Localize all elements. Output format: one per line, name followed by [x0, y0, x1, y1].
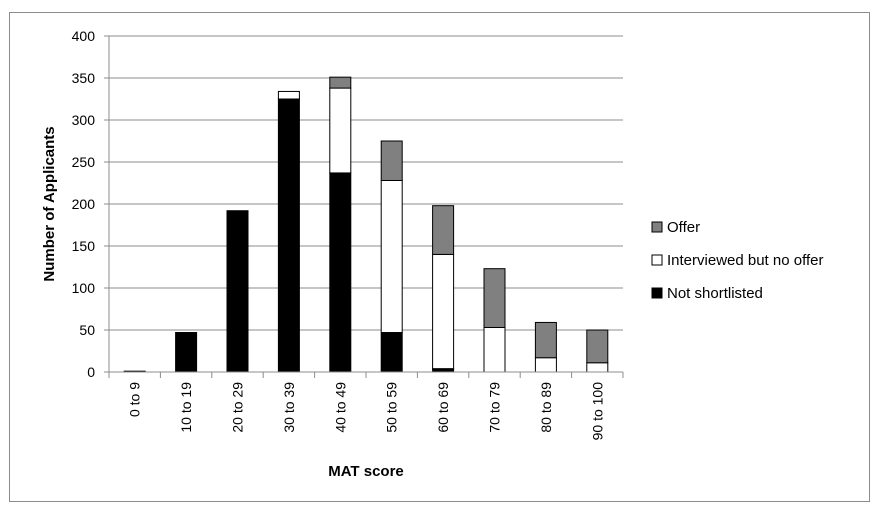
x-tick-label: 60 to 69 — [435, 382, 451, 433]
bar-segment-not-shortlisted — [175, 332, 198, 373]
y-tick-label: 250 — [72, 154, 96, 170]
bar-segment-interviewed-but-no-offer — [586, 362, 609, 373]
bar-segment-offer — [534, 321, 557, 359]
bar-segment-offer — [380, 140, 403, 181]
y-tick-label: 200 — [72, 196, 96, 212]
y-tick-label: 300 — [72, 112, 96, 128]
bar-segment-offer — [483, 268, 506, 328]
x-tick-label: 20 to 29 — [230, 382, 246, 433]
bar-segment-not-shortlisted — [329, 172, 352, 373]
bar-segment-interviewed-but-no-offer — [329, 87, 352, 174]
x-tick-labels: 0 to 9 10 to 19 20 to 29 30 to 39 40 to 49 50… — [127, 382, 606, 441]
bar-segment-interviewed-but-no-offer — [534, 357, 557, 373]
x-tick-label: 0 to 9 — [127, 382, 143, 417]
y-axis-title: Number of Applicants — [41, 126, 58, 281]
y-tick-label: 150 — [72, 238, 96, 254]
legend: Offer Interviewed but no offer Not shortli… — [651, 219, 824, 302]
bar-segment-offer — [329, 76, 352, 89]
legend-swatch — [651, 287, 663, 299]
x-tick-label: 70 to 79 — [487, 382, 503, 433]
y-tick-label: 0 — [87, 364, 95, 380]
y-tick-label: 350 — [72, 70, 96, 86]
x-tick-label: 30 to 39 — [281, 382, 297, 433]
legend-label: Interviewed but no offer — [667, 252, 824, 269]
bar-segment-interviewed-but-no-offer — [432, 253, 455, 370]
bars — [123, 76, 609, 373]
y-tick-labels: 0 50 100 150 200 250 300 350 400 — [72, 28, 96, 380]
bar-segment-not-shortlisted — [226, 210, 249, 373]
y-tick-label: 100 — [72, 280, 96, 296]
legend-swatch — [651, 254, 663, 266]
x-axis-title: MAT score — [328, 463, 404, 480]
bar-segment-not-shortlisted — [277, 98, 300, 373]
bar-segment-offer — [432, 205, 455, 255]
legend-label: Not shortlisted — [667, 285, 763, 302]
bar-segment-interviewed-but-no-offer — [277, 90, 300, 100]
x-tick-label: 40 to 49 — [332, 382, 348, 433]
bar-segment-offer — [586, 329, 609, 364]
bar-segment-interviewed-but-no-offer — [483, 326, 506, 373]
x-tick-label: 10 to 19 — [178, 382, 194, 433]
axes — [104, 35, 624, 378]
y-tick-label: 50 — [79, 322, 95, 338]
x-tick-label: 50 to 59 — [384, 382, 400, 433]
gridlines — [109, 35, 623, 331]
legend-swatch — [651, 221, 663, 233]
x-tick-label: 80 to 89 — [538, 382, 554, 433]
bar-segment-interviewed-but-no-offer — [380, 179, 403, 334]
bar-segment-not-shortlisted — [380, 332, 403, 373]
x-tick-label: 90 to 100 — [589, 382, 605, 441]
bar-segment-not-shortlisted — [432, 368, 455, 373]
legend-label: Offer — [667, 219, 700, 236]
y-tick-label: 400 — [72, 28, 96, 44]
